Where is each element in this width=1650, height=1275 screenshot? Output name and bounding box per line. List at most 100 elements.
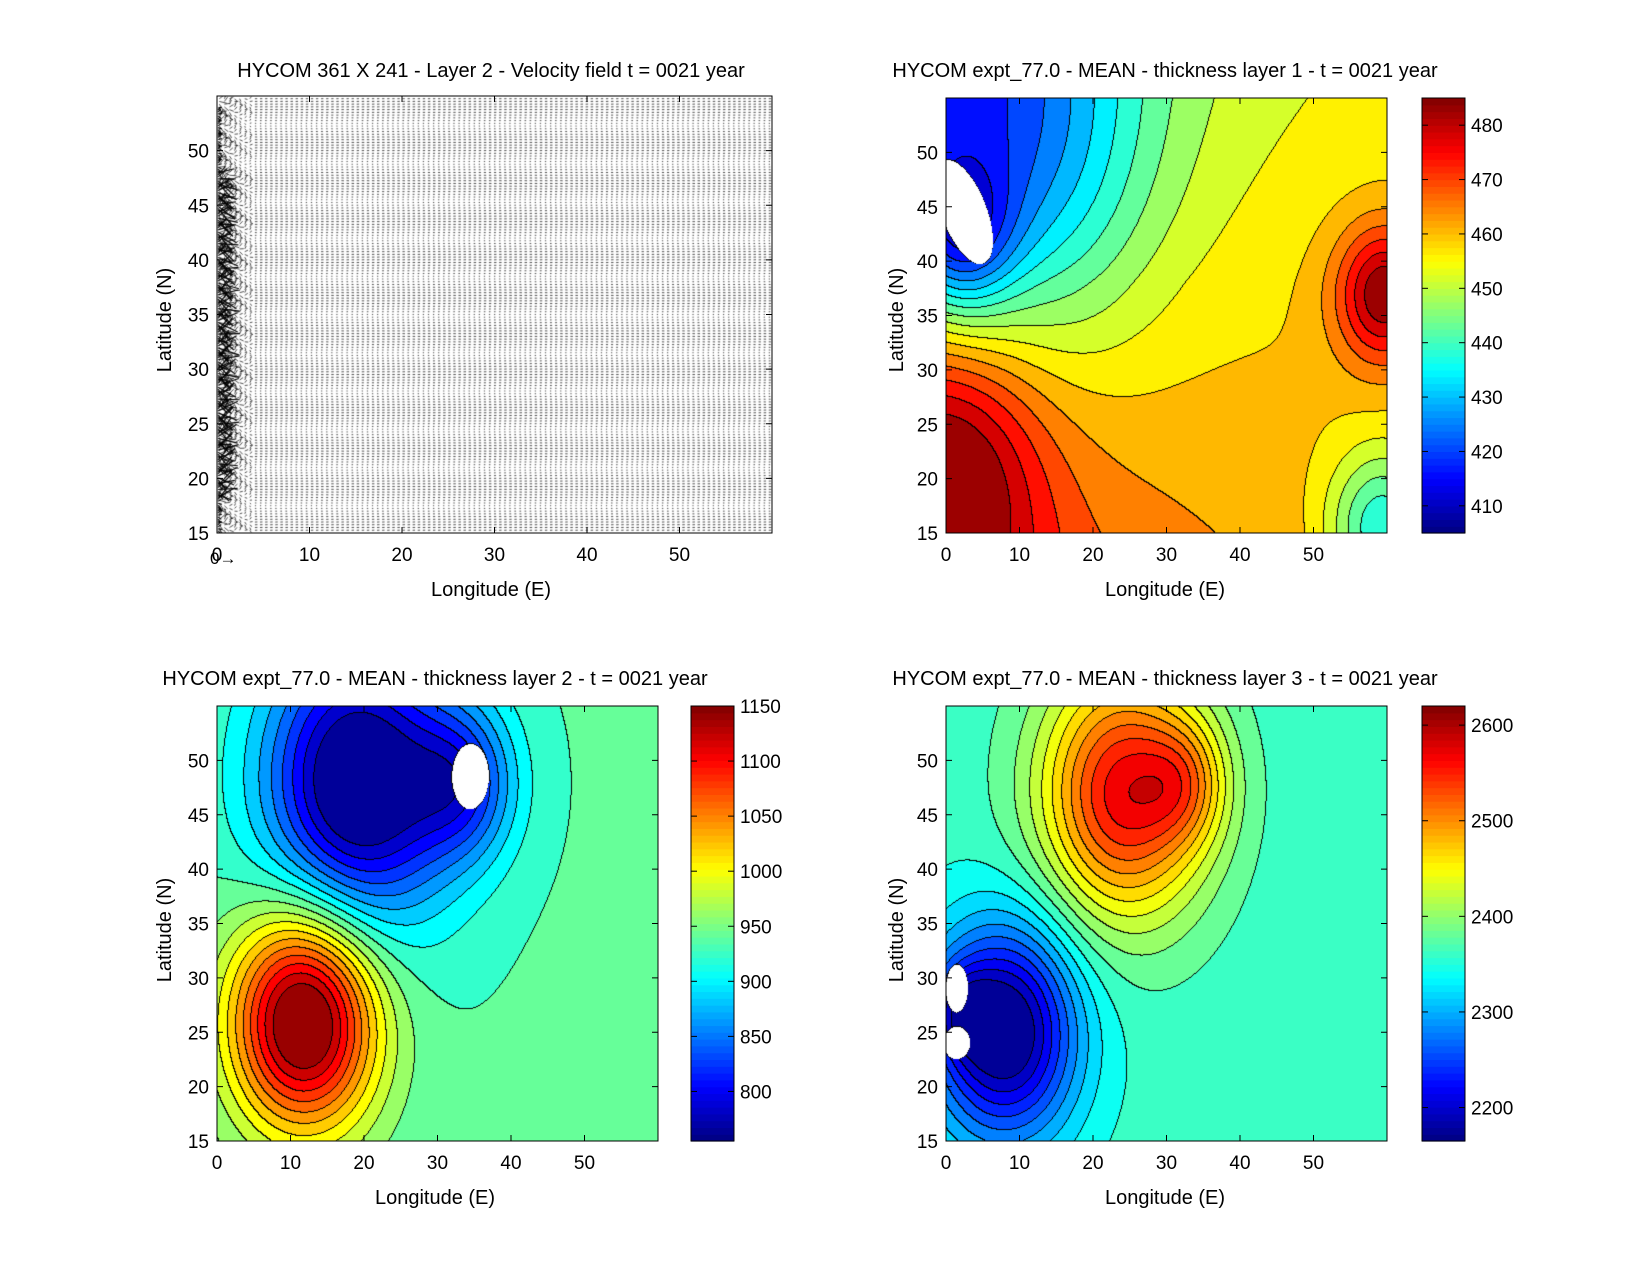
colorbar-segment <box>691 1073 734 1081</box>
colorbar-segment <box>691 943 734 952</box>
colorbar-frame <box>1421 97 1466 534</box>
panel-thickness-layer-2: HYCOM expt_77.0 - MEAN - thickness layer… <box>154 668 782 1209</box>
colorbar-tick-label: 1050 <box>740 807 782 828</box>
colorbar-segment <box>691 821 734 829</box>
colorbar-segment <box>1422 131 1465 140</box>
x-tick-label: 20 <box>1082 545 1103 566</box>
colorbar-segment <box>691 1052 734 1061</box>
colorbar-segment <box>691 1045 734 1054</box>
colorbar-tick-label: 800 <box>740 1082 772 1103</box>
colorbar-segment <box>1422 512 1465 521</box>
colorbar-segment <box>1422 410 1465 419</box>
colorbar-segment <box>1422 315 1465 323</box>
colorbar-segment <box>1422 295 1465 303</box>
colorbar-segment <box>1422 814 1465 823</box>
colorbar-segment <box>691 862 734 870</box>
colorbar-segment <box>691 1066 734 1074</box>
colorbar-segment <box>1422 977 1465 986</box>
colorbar-segment <box>1422 471 1465 480</box>
colorbar-segment <box>1422 274 1465 283</box>
colorbar-segment <box>691 1113 734 1122</box>
panel-thickness-layer-3: HYCOM expt_77.0 - MEAN - thickness layer… <box>886 668 1513 1209</box>
colorbar-tick-label: 470 <box>1471 171 1503 192</box>
colorbar-segment <box>1422 145 1465 153</box>
colorbar-tick-label: 440 <box>1471 334 1503 355</box>
y-tick-label: 35 <box>917 915 938 936</box>
colorbar-frame <box>690 705 735 1142</box>
y-tick-label: 25 <box>917 1023 938 1044</box>
y-axis-label: Latitude (N) <box>154 268 176 373</box>
colorbar-segment <box>1422 240 1465 249</box>
colorbar-segment <box>691 1025 734 1033</box>
colorbar-segment <box>691 971 734 979</box>
colorbar-segment <box>1422 1100 1465 1108</box>
colorbar-segment <box>691 712 734 721</box>
colorbar-segment <box>1422 1113 1465 1122</box>
colorbar-segment <box>1422 499 1465 507</box>
colorbar-segment <box>691 964 734 972</box>
x-tick-label: 30 <box>484 545 505 566</box>
y-tick-label: 30 <box>917 969 938 990</box>
x-tick-label: 10 <box>299 545 320 566</box>
colorbar-segment <box>1422 923 1465 931</box>
colorbar-segment <box>1422 369 1465 378</box>
panel-thickness-layer-1: HYCOM expt_77.0 - MEAN - thickness layer… <box>886 60 1503 601</box>
colorbar: 800 850 900 950 1000 1050 1100 1150 <box>690 697 782 1142</box>
colorbar-segment <box>1422 288 1465 296</box>
colorbar-segment <box>691 1011 734 1020</box>
colorbar-segment <box>1422 1073 1465 1081</box>
colorbar-segment <box>1422 308 1465 317</box>
velocity-arrows <box>217 96 772 533</box>
colorbar-tick-label: 480 <box>1471 116 1503 137</box>
y-tick-label: 25 <box>917 415 938 436</box>
x-tick-label: 20 <box>1082 1153 1103 1174</box>
colorbar-tick-label: 900 <box>740 972 772 993</box>
chart-title: HYCOM expt_77.0 - MEAN - thickness layer… <box>892 668 1438 690</box>
y-tick-label: 50 <box>917 751 938 772</box>
x-tick-label: 50 <box>669 545 690 566</box>
x-tick-label: 20 <box>391 545 412 566</box>
y-tick-label: 50 <box>188 142 209 163</box>
y-tick-label: 40 <box>917 860 938 881</box>
x-tick-label: 10 <box>1009 545 1030 566</box>
x-axis-label: Longitude (E) <box>375 1187 495 1209</box>
colorbar-segment <box>1422 111 1465 119</box>
colorbar-segment <box>691 930 734 938</box>
colorbar-segment <box>691 780 734 789</box>
colorbar-segment <box>1422 172 1465 181</box>
colorbar-segment <box>691 1039 734 1047</box>
x-tick-label: 10 <box>280 1153 301 1174</box>
colorbar-segment <box>691 801 734 809</box>
colorbar-segment <box>1422 478 1465 487</box>
y-tick-label: 45 <box>188 196 209 217</box>
x-tick-labels: 0 10 20 30 40 50 <box>212 706 595 1174</box>
y-tick-label: 25 <box>188 415 209 436</box>
plot-area <box>945 97 1388 534</box>
colorbar-segment <box>691 991 734 999</box>
colorbar-segment <box>691 828 734 836</box>
colorbar-tick-label: 460 <box>1471 225 1503 246</box>
x-tick-label: 0 <box>941 1153 952 1174</box>
contour-fill <box>946 706 1387 1141</box>
colorbar-segment <box>1422 165 1465 174</box>
colorbar-tick-label: 1150 <box>740 697 781 718</box>
colorbar-segment <box>1422 821 1465 829</box>
colorbar-segment <box>691 787 734 795</box>
colorbar-segment <box>691 726 734 734</box>
colorbar-segment <box>1422 1066 1465 1074</box>
colorbar-segment <box>1422 417 1465 425</box>
colorbar-segment <box>1422 254 1465 262</box>
colorbar-segment <box>1422 437 1465 446</box>
colorbar-segment <box>1422 1134 1465 1142</box>
x-tick-label: 40 <box>576 545 597 566</box>
colorbar-segment <box>691 998 734 1006</box>
colorbar-segment <box>691 835 734 843</box>
colorbar-segment <box>691 916 734 925</box>
colorbar-segment <box>1422 458 1465 466</box>
colorbar-segment <box>1422 733 1465 741</box>
colorbar-segment <box>1422 152 1465 160</box>
colorbar-segment <box>1422 342 1465 351</box>
colorbar-segment <box>1422 930 1465 938</box>
colorbar-segment <box>691 733 734 741</box>
